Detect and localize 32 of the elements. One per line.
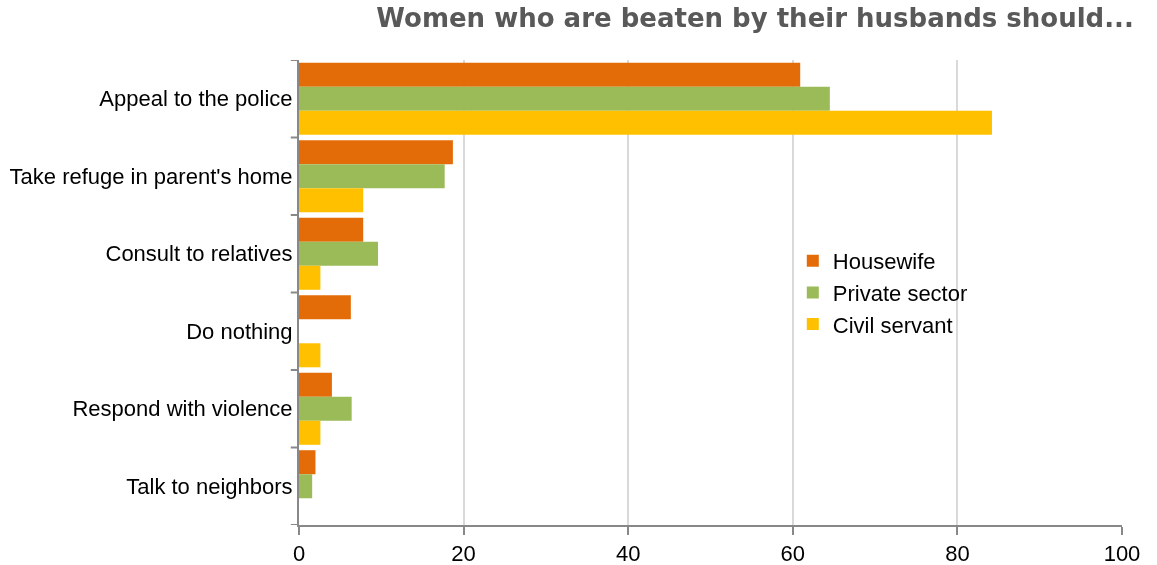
x-tick-label: 40 (615, 541, 641, 565)
bar (299, 217, 364, 242)
y-tick-label: Respond with violence (72, 396, 293, 422)
bar (299, 372, 332, 397)
bar (299, 420, 321, 445)
chart-title: Women who are beaten by their husbands should... (376, 2, 1134, 33)
bar (299, 265, 321, 290)
bar (299, 474, 313, 499)
legend-label: Private sector (832, 280, 968, 306)
x-tick-label: 60 (780, 541, 806, 565)
y-tick-label: Do nothing (186, 318, 293, 344)
legend-label: Housewife (832, 249, 936, 275)
y-tick-label: Consult to relatives (105, 241, 293, 267)
y-tick-label: Take refuge in parent's home (9, 163, 293, 189)
bar (299, 295, 351, 320)
x-tick-label: 100 (1103, 541, 1141, 565)
bar (299, 241, 379, 266)
legend-label: Civil servant (832, 312, 953, 338)
x-tick-label: 80 (945, 541, 970, 565)
bar (299, 396, 352, 421)
y-tick-label: Appeal to the police (99, 86, 293, 112)
bar (299, 450, 316, 475)
bar (299, 110, 992, 135)
bar (299, 86, 830, 111)
y-tick-label: Talk to neighbors (126, 473, 293, 499)
bar (299, 140, 453, 165)
bar (299, 188, 364, 213)
bar (299, 164, 445, 189)
bar (299, 62, 801, 87)
x-tick-label: 20 (451, 541, 476, 565)
bar (299, 343, 321, 368)
x-tick-label: 0 (292, 541, 306, 565)
